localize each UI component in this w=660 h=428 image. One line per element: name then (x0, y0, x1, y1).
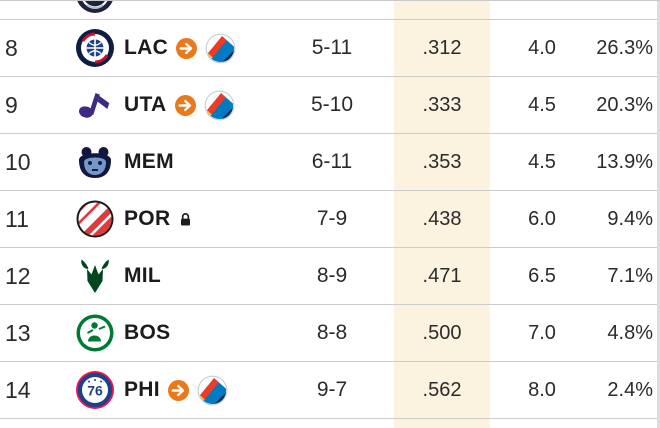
mil-bucks-logo (71, 248, 119, 304)
team-abbr[interactable]: LAC (124, 36, 169, 59)
uta-jazz-logo (71, 77, 119, 133)
win-pct-cell: .333 (422, 93, 462, 116)
win-pct-cell: .353 (422, 150, 462, 173)
por-trail-blazers-logo (71, 191, 119, 247)
lottery-odds-cell: 13.9% (596, 150, 653, 173)
rank-cell: 10 (5, 148, 31, 175)
okc-thunder-logo (204, 90, 235, 121)
team-cell[interactable]: MEM (124, 134, 292, 190)
lock-icon (178, 212, 193, 227)
team-abbr[interactable]: POR (124, 207, 171, 230)
pick-swap-arrow-icon (176, 37, 198, 59)
pick-swap-arrow-icon (167, 379, 189, 401)
games-back-cell: 8.0 (528, 378, 556, 401)
lac-clippers-logo (71, 20, 119, 76)
svg-text:76: 76 (87, 383, 103, 399)
table-row[interactable]: 10 MEM 6-11 .353 4.5 13.9% (0, 134, 660, 191)
lottery-odds-cell: 7.1% (607, 264, 653, 287)
team-abbr[interactable]: MIL (124, 264, 162, 287)
okc-thunder-logo (205, 33, 236, 64)
record-cell: 5-10 (310, 93, 354, 116)
team-cell[interactable]: POR (124, 191, 292, 247)
bos-celtics-logo (71, 305, 119, 361)
rank-cell: 11 (5, 205, 29, 232)
win-pct-cell: .438 (422, 207, 462, 230)
table-row[interactable]: 11 POR (0, 191, 660, 248)
table-row[interactable]: 9 UTA (0, 77, 660, 134)
games-back-cell: 4.0 (528, 36, 556, 59)
table-row[interactable]: 8 LAC (0, 20, 660, 77)
rank-cell: 14 (5, 376, 31, 403)
lottery-odds-cell: 9.4% (607, 207, 653, 230)
games-back-cell: 4.5 (528, 93, 556, 116)
table-row[interactable]: 12 MIL 8-9 .471 6.5 7.1% (0, 248, 660, 305)
rank-cell: 8 (5, 34, 18, 61)
games-back-cell: 7.0 (528, 321, 556, 344)
rank-cell: 13 (5, 319, 31, 346)
record-cell: 5-11 (311, 36, 353, 59)
rank-cell: 9 (5, 91, 18, 118)
team-cell[interactable]: LAC (124, 20, 292, 76)
okc-thunder-logo (197, 375, 228, 406)
rank-cell: 12 (5, 262, 31, 289)
pick-swap-arrow-icon (174, 94, 196, 116)
record-cell: 6-11 (311, 150, 353, 173)
table-row-partial[interactable] (0, 1, 660, 20)
record-cell: 8-8 (316, 321, 348, 344)
games-back-cell: 6.0 (528, 207, 556, 230)
table-row-partial (0, 419, 660, 428)
phi-76ers-logo: 76 (71, 362, 119, 418)
right-edge-divider (657, 1, 660, 428)
win-pct-cell: .471 (422, 264, 462, 287)
team-abbr[interactable]: UTA (124, 93, 167, 116)
team-cell[interactable]: MIL (124, 248, 292, 304)
record-cell: 7-9 (316, 207, 348, 230)
record-cell: 9-7 (316, 378, 348, 401)
games-back-cell: 6.5 (528, 264, 556, 287)
team-abbr[interactable]: PHI (124, 378, 160, 401)
table-row[interactable]: 14 76 PHI (0, 362, 660, 419)
team-abbr[interactable]: BOS (124, 321, 171, 344)
win-pct-cell: .312 (422, 36, 462, 59)
table-row[interactable]: 13 BOS 8-8 .500 7.0 4.8% (0, 305, 660, 362)
lottery-odds-cell: 20.3% (596, 93, 653, 116)
record-cell: 8-9 (316, 264, 348, 287)
win-pct-cell: .562 (422, 378, 462, 401)
mem-grizzlies-logo (71, 134, 119, 190)
partial-team-logo (75, 1, 115, 19)
team-abbr[interactable]: MEM (124, 150, 174, 173)
win-pct-cell: .500 (422, 321, 462, 344)
pct-column-highlight (394, 1, 490, 428)
lottery-odds-cell: 26.3% (596, 36, 653, 59)
team-cell[interactable]: BOS (124, 305, 292, 361)
team-cell[interactable]: UTA (124, 77, 292, 133)
lottery-odds-cell: 4.8% (607, 321, 653, 344)
team-cell[interactable]: PHI (124, 362, 292, 418)
lottery-odds-cell: 2.4% (607, 378, 653, 401)
games-back-cell: 4.5 (528, 150, 556, 173)
